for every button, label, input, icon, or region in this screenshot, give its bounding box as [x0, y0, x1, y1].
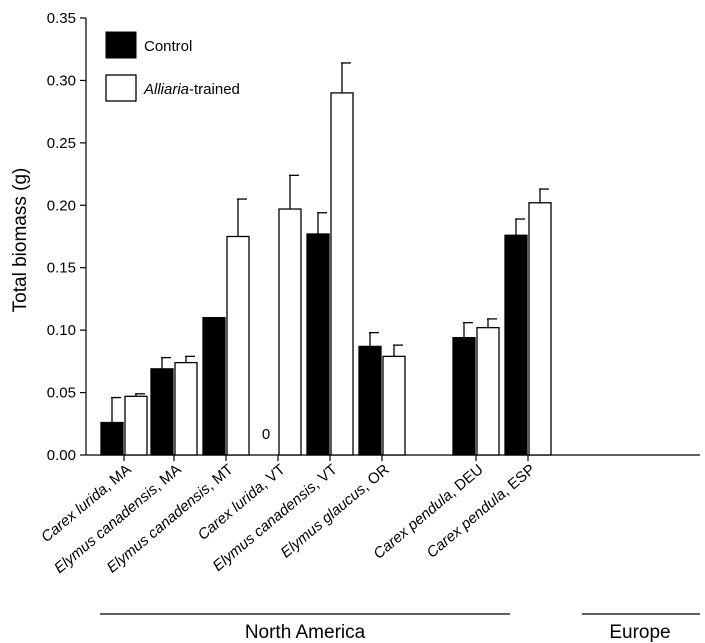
bar-control: [202, 317, 226, 456]
x-category-site: , DEU: [445, 461, 487, 500]
bar-alliaria: [382, 355, 406, 456]
bar-alliaria: [124, 395, 148, 456]
bar-alliaria: [174, 361, 198, 456]
bar-control: [150, 368, 174, 456]
y-tick-label: 0.35: [47, 10, 76, 27]
y-tick-label: 0.25: [47, 135, 76, 152]
y-tick-label: 0.00: [47, 447, 76, 464]
bar-control: [306, 233, 330, 456]
bar-control: [452, 336, 476, 456]
x-category-label: Carex lurida, VT: [195, 461, 289, 544]
bar-alliaria: [330, 92, 354, 456]
x-category-site: , ESP: [498, 461, 538, 499]
bar-control: [358, 345, 382, 456]
y-tick-label: 0.20: [47, 197, 76, 214]
legend-swatch-control: [105, 31, 137, 59]
legend: Control Alliaria-trained: [105, 31, 240, 102]
legend-label-control: Control: [144, 38, 192, 55]
bar-alliaria: [278, 208, 302, 456]
y-tick-label: 0.05: [47, 385, 76, 402]
bars: 0: [100, 62, 552, 461]
legend-label-alliaria-italic: Alliaria: [143, 81, 189, 98]
y-tick-label: 0.15: [47, 260, 76, 277]
group-label: Europe: [609, 622, 670, 643]
bar-alliaria: [476, 326, 500, 456]
y-tick-label: 0.10: [47, 322, 76, 339]
legend-swatch-alliaria: [105, 74, 137, 102]
y-axis-title: Total biomass (g): [10, 168, 31, 313]
bar-alliaria: [528, 202, 552, 456]
bar-alliaria: [226, 235, 250, 456]
legend-label-alliaria-rest: -trained: [189, 81, 240, 98]
zero-value-label: 0: [262, 426, 270, 443]
y-tick-label: 0.30: [47, 72, 76, 89]
bar-control: [504, 234, 528, 456]
legend-label-alliaria: Alliaria-trained: [143, 81, 240, 98]
bar-control: [100, 421, 124, 456]
group-label: North America: [245, 622, 366, 643]
group-labels: North America Europe: [100, 613, 700, 643]
